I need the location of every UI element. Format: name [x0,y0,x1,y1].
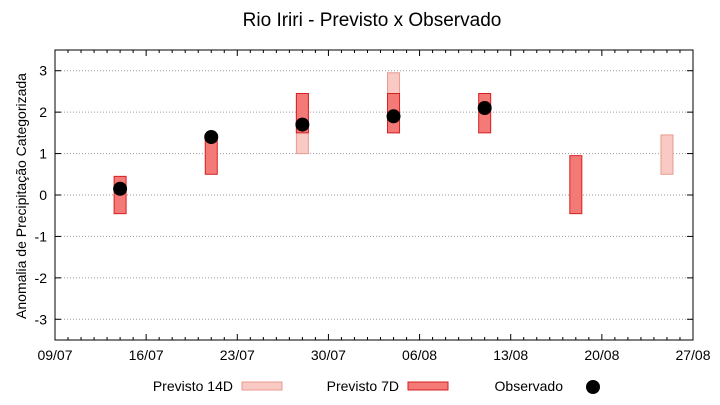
x-tick-label: 16/07 [129,347,164,363]
x-tick-label: 23/07 [220,347,255,363]
legend: Previsto 14D Previsto 7D Observado [153,378,600,394]
x-tick-label: 20/08 [584,347,619,363]
observed-point [295,117,310,132]
range-bar [660,134,674,175]
legend-swatch [407,381,449,391]
y-tick-label: -3 [35,311,48,327]
legend-swatch [241,381,283,391]
chart-title: Rio Iriri - Previsto x Observado [243,10,502,31]
legend-label: Observado [495,378,564,394]
y-tick-label: 1 [39,146,47,162]
legend-label: Previsto 7D [327,378,399,394]
y-tick-label: 0 [39,187,47,203]
range-bar [569,155,583,215]
y-axis-label: Anomalia de Precipitação Categorizada [13,73,29,319]
x-tick-label: 30/07 [311,347,346,363]
observed-point [386,109,401,124]
plot-area: -3 -2 -1 0 1 2 3 09/07 16/07 23/07 30/07 06/08 13/08… [35,49,711,363]
y-tick-label: -2 [35,270,48,286]
legend-swatch [586,380,600,394]
x-tick-label: 09/07 [37,347,72,363]
y-tick-label: -1 [35,228,48,244]
x-tick-label: 27/08 [675,347,710,363]
observed-point [477,101,492,115]
observed-point [204,130,219,144]
y-tick-label: 2 [39,104,47,120]
y-tick-label: 3 [39,63,47,79]
observed-point [113,181,128,196]
legend-label: Previsto 14D [153,378,233,394]
x-tick-label: 13/08 [493,347,528,363]
x-tick-label: 06/08 [402,347,437,363]
